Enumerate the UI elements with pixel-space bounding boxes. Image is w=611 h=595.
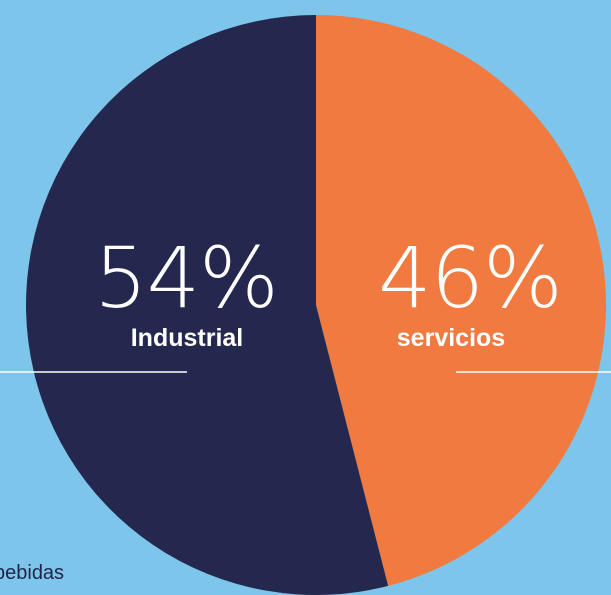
cropped-text-fragment: bebidas: [0, 562, 65, 584]
slice-label-industrial: Industrial: [131, 324, 244, 352]
pie-slices: [26, 14, 607, 595]
slice-value-servicios: 46%: [378, 229, 562, 327]
slice-value-industrial: 54%: [94, 229, 278, 327]
slice-label-servicios: servicios: [397, 324, 505, 352]
pie-slice-servicios: [316, 14, 607, 586]
pie-slice-industrial: [26, 15, 389, 595]
